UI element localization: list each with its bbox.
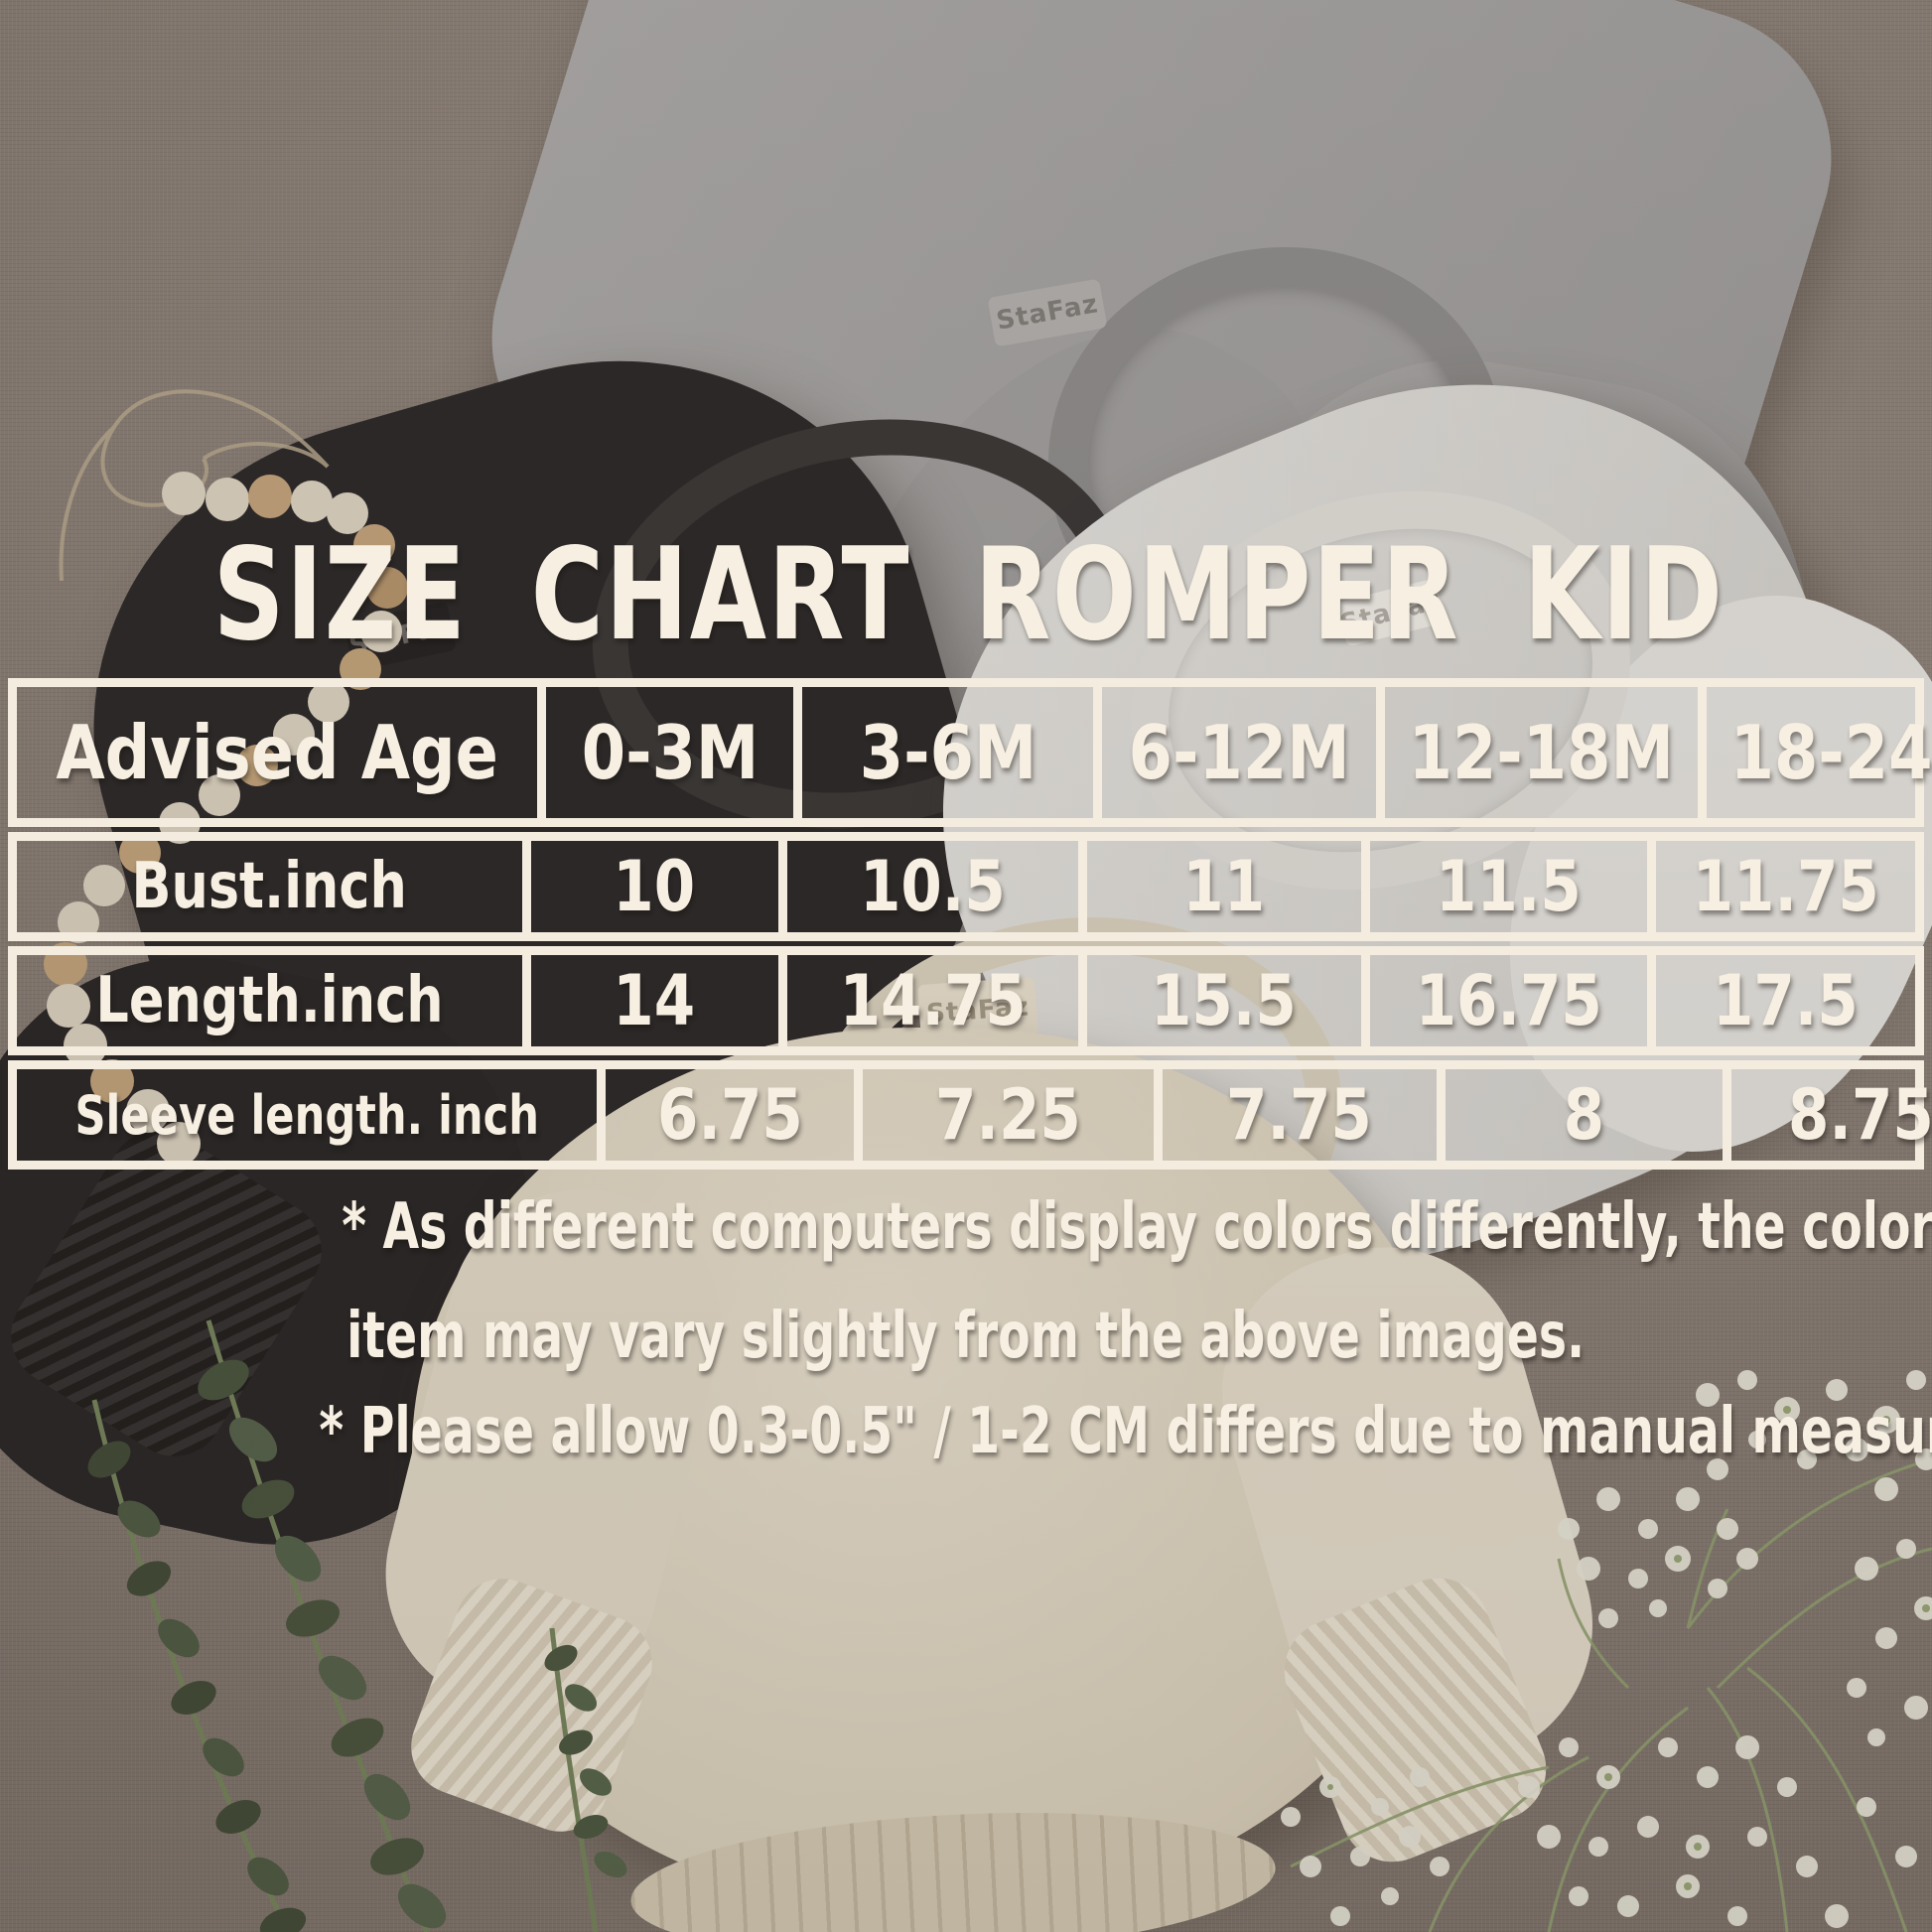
bust-value-12-18m: 11.5 [1436, 846, 1582, 927]
table-row-length: Length.inch 14 14.75 15.5 16.75 17.5 [8, 946, 1924, 1055]
column-header: 12-18M [1408, 709, 1675, 796]
sleeve-value-18-24m: 8.75 [1788, 1074, 1932, 1156]
babys-breath-centers [1327, 1406, 1930, 1890]
sleeve-value-0-3m: 6.75 [656, 1074, 803, 1156]
note-text: * As different computers display colors … [342, 1190, 1932, 1264]
note-measurement-disclaimer: * Please allow 0.3-0.5" / 1-2 CM differs… [0, 1400, 1932, 1463]
bust-value-3-6m: 10.5 [859, 846, 1006, 927]
column-header: 3-6M [859, 709, 1037, 796]
bust-value-18-24m: 11.75 [1692, 846, 1879, 927]
bead-garland [44, 472, 408, 1166]
value-cell: 11.75 [1647, 841, 1915, 932]
row-label: Length.inch [95, 964, 444, 1037]
value-cell: 15.5 [1077, 955, 1361, 1046]
value-cell: 11 [1077, 841, 1361, 932]
note-color-disclaimer-line2: item may vary slightly from the above im… [0, 1305, 1932, 1368]
column-header: 18-24M [1729, 709, 1932, 796]
length-value-18-24m: 17.5 [1713, 960, 1860, 1041]
length-value-12-18m: 16.75 [1415, 960, 1602, 1041]
value-cell: 17.5 [1647, 955, 1915, 1046]
header-cell-6-12m: 6-12M [1093, 687, 1376, 818]
eucalyptus-leaves [87, 1359, 627, 1932]
table-header-row: Advised Age 0-3M 3-6M 6-12M 12-18M 18-24… [8, 678, 1932, 827]
column-header: Advised Age [56, 709, 498, 796]
value-cell: 7.25 [853, 1069, 1154, 1161]
bust-value-6-12m: 11 [1182, 846, 1266, 927]
row-label: Bust.inch [131, 850, 408, 923]
row-label-cell: Length.inch [17, 955, 522, 1046]
header-cell-3-6m: 3-6M [793, 687, 1093, 818]
header-cell-12-18m: 12-18M [1376, 687, 1698, 818]
column-header: 0-3M [581, 709, 759, 796]
header-cell-0-3m: 0-3M [537, 687, 793, 818]
value-cell: 16.75 [1360, 955, 1648, 1046]
note-color-disclaimer-line1: * As different computers display colors … [0, 1195, 1932, 1259]
value-cell: 8 [1436, 1069, 1724, 1161]
value-cell: 11.5 [1360, 841, 1648, 932]
value-cell: 6.75 [597, 1069, 853, 1161]
header-cell-18-24m: 18-24M [1697, 687, 1932, 818]
value-cell: 8.75 [1723, 1069, 1932, 1161]
value-cell: 10.5 [777, 841, 1078, 932]
length-value-3-6m: 14.75 [839, 960, 1027, 1041]
length-value-0-3m: 14 [613, 960, 696, 1041]
row-label-cell: Bust.inch [17, 841, 522, 932]
note-text: item may vary slightly from the above im… [346, 1300, 1586, 1373]
sleeve-value-6-12m: 7.75 [1226, 1074, 1373, 1156]
sleeve-value-12-18m: 8 [1563, 1074, 1605, 1156]
table-row-sleeve: Sleeve length. inch 6.75 7.25 7.75 8 8.7… [8, 1060, 1932, 1170]
size-chart-table: Advised Age 0-3M 3-6M 6-12M 12-18M 18-24… [8, 678, 1932, 1174]
header-cell-advised-age: Advised Age [17, 687, 537, 818]
value-cell: 14 [521, 955, 778, 1046]
babys-breath-stems [1290, 1457, 1932, 1932]
bust-value-0-3m: 10 [613, 846, 696, 927]
page-title-text: SIZE CHART ROMPER KID [212, 521, 1725, 669]
value-cell: 7.75 [1153, 1069, 1437, 1161]
babys-breath-flowers [1281, 1370, 1932, 1928]
note-text: * Please allow 0.3-0.5" / 1-2 CM differs… [319, 1395, 1932, 1468]
page-title: SIZE CHART ROMPER KID [0, 532, 1932, 659]
length-value-6-12m: 15.5 [1151, 960, 1298, 1041]
row-label: Sleeve length. inch [74, 1083, 540, 1147]
column-header: 6-12M [1128, 709, 1350, 796]
value-cell: 14.75 [777, 955, 1078, 1046]
sleeve-value-3-6m: 7.25 [934, 1074, 1081, 1156]
value-cell: 10 [521, 841, 778, 932]
row-label-cell: Sleeve length. inch [17, 1069, 597, 1161]
table-row-bust: Bust.inch 10 10.5 11 11.5 11.75 [8, 832, 1924, 941]
